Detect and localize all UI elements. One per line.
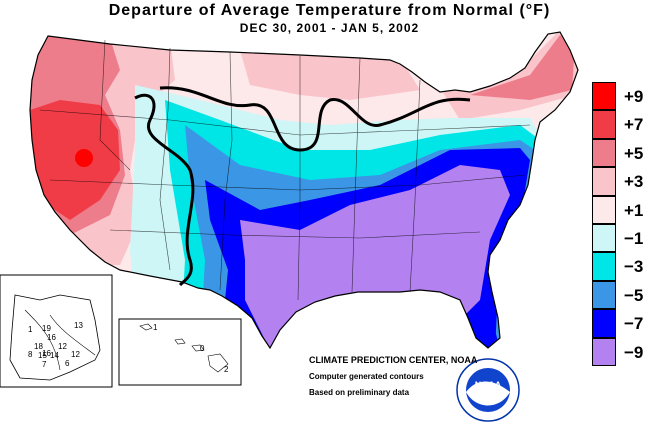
conus-outline <box>29 31 579 350</box>
alaska-value-6: 12 <box>58 342 67 351</box>
alaska-value-9: 12 <box>71 350 80 359</box>
alaska-value-5: 16 <box>42 349 51 358</box>
legend-item-minus5: −5 <box>592 280 659 310</box>
legend-label: −9 <box>624 342 644 362</box>
conus-map <box>29 31 579 350</box>
legend-swatch <box>592 280 616 310</box>
legend-label: +3 <box>624 172 644 192</box>
credits-line1: Computer generated contours <box>309 372 424 381</box>
legend-item-minus9: −9 <box>592 337 659 366</box>
legend-swatch <box>592 223 616 253</box>
zero-contour-north <box>159 86 471 152</box>
noaa-logo: NOAA <box>456 358 520 422</box>
noaa-logo-text: NOAA <box>475 380 502 390</box>
date-range: DEC 30, 2001 - JAN 5, 2002 <box>239 21 420 35</box>
legend-item-minus3: −3 <box>592 252 659 281</box>
alaska-value-1: 1 <box>28 325 33 334</box>
legend-swatch <box>592 195 616 224</box>
legend-swatch <box>592 252 616 281</box>
legend-item-plus3: +3 <box>592 167 659 196</box>
legend-item-plus7: +7 <box>592 110 659 139</box>
alaska-outline <box>9 294 101 381</box>
legend-label: +1 <box>624 200 644 220</box>
legend-item-minus1: −1 <box>592 223 659 253</box>
credits-line2: Based on preliminary data <box>309 388 410 397</box>
zero-contour-west <box>134 93 195 287</box>
legend-swatch <box>592 138 616 168</box>
legend-item-plus5: +5 <box>592 138 659 168</box>
legend-swatch <box>592 309 616 338</box>
band-plus7 <box>30 100 120 220</box>
credits: CLIMATE PREDICTION CENTER, NOAA Computer… <box>309 355 477 404</box>
alaska-value-7: 15 <box>38 351 47 360</box>
credits-org: CLIMATE PREDICTION CENTER, NOAA <box>309 355 478 365</box>
legend-label: +9 <box>624 87 644 106</box>
legend-label: −7 <box>624 314 644 334</box>
band-north-plus3 <box>240 50 420 100</box>
hawaii-value-1: 0 <box>200 344 205 353</box>
band-ne-plus5 <box>470 35 575 100</box>
alaska-value-2: 19 <box>42 324 51 333</box>
alaska-value-12: 8 <box>28 350 33 359</box>
hawaii-inset <box>118 318 242 386</box>
legend-swatch <box>592 337 616 366</box>
alaska-value-10: 7 <box>42 360 47 369</box>
state-boundaries <box>39 39 531 301</box>
legend-label: +7 <box>624 115 644 135</box>
legend-label: −5 <box>624 285 644 305</box>
alaska-inset <box>0 274 113 388</box>
hawaii-big-island <box>207 353 229 373</box>
legend-swatch <box>592 82 616 111</box>
alaska-value-4: 18 <box>34 342 43 351</box>
hawaii-value-2: 2 <box>224 365 229 374</box>
alaska-value-3: 16 <box>47 333 56 342</box>
legend-label: −1 <box>624 228 644 248</box>
alaska-value-11: 6 <box>65 359 70 368</box>
alaska-value-0: 13 <box>74 321 83 330</box>
legend-label: −3 <box>624 257 644 277</box>
legend: +9 +7 +5 +3 +1 −1 −3 −5 −7 −9 <box>592 82 659 366</box>
map-title: Departure of Average Temperature from No… <box>108 2 551 19</box>
alaska-value-8: 14 <box>50 351 59 360</box>
legend-item-plus1: +1 <box>592 195 659 224</box>
legend-item-plus9: +9 <box>592 82 659 111</box>
legend-label: +5 <box>624 143 644 163</box>
legend-swatch <box>592 167 616 196</box>
legend-item-minus7: −7 <box>592 309 659 338</box>
hawaii-value-0: 1 <box>153 323 158 332</box>
band-plus9 <box>75 149 93 167</box>
legend-swatch <box>592 110 616 139</box>
